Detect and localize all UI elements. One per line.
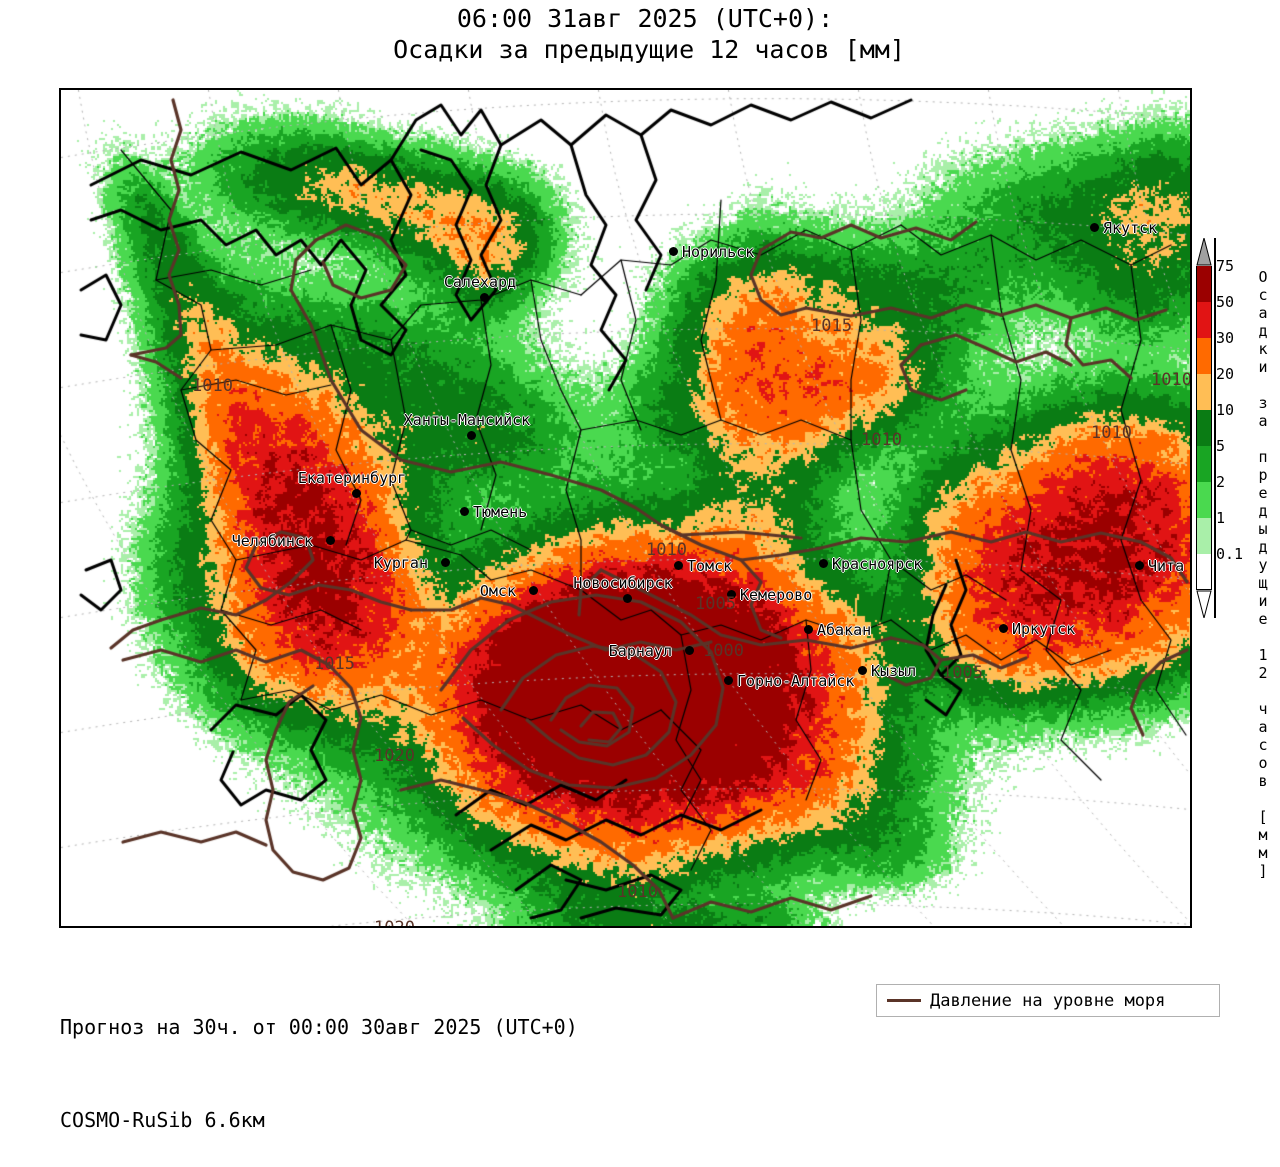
colorbar-tick-50: 50 (1216, 293, 1235, 311)
pressure-line-swatch (887, 999, 921, 1002)
title-line-valid-time: 06:00 31авг 2025 (UTC+0): (456, 4, 834, 33)
colorbar-tick-30: 30 (1216, 329, 1235, 347)
footer-text: Прогноз на 30ч. от 00:00 30авг 2025 (UTC… (60, 950, 578, 1167)
title-line-field-name: Осадки за предыдущие 12 часов [мм] (393, 34, 905, 64)
colorbar-band-10-20 (1197, 410, 1211, 446)
colorbar-over-cap (1196, 238, 1212, 266)
colorbar (1196, 238, 1212, 618)
colorbar-tick-0.1: 0.1 (1216, 545, 1244, 563)
forecast-lead-text: Прогноз на 30ч. от 00:00 30авг 2025 (UTC… (60, 1015, 578, 1039)
colorbar-band-1-2 (1197, 518, 1211, 554)
colorbar-axis-line (1214, 238, 1216, 618)
page-title: 06:00 31авг 2025 (UTC+0): Осадки за пред… (0, 4, 1280, 65)
colorbar-tick-75: 75 (1216, 257, 1235, 275)
pressure-legend: Давление на уровне моря (876, 984, 1220, 1017)
colorbar-band-5-10 (1197, 446, 1211, 482)
colorbar-title: Осадки за предыдущие 12 часов [мм] (1254, 268, 1272, 880)
colorbar-band-0.1-1 (1197, 554, 1211, 590)
colorbar-tick-2: 2 (1216, 473, 1226, 491)
colorbar-band-30-50 (1197, 338, 1211, 374)
colorbar-tick-labels: 75 50 30 20 10 5 2 1 0.1 (1216, 238, 1256, 618)
colorbar-tick-10: 10 (1216, 401, 1235, 419)
precipitation-map[interactable]: Якутск Норильск Салехард Ханты-Мансийск Екат… (59, 88, 1192, 928)
colorbar-band-20-30 (1197, 374, 1211, 410)
colorbar-tick-5: 5 (1216, 437, 1226, 455)
colorbar-band-75+ (1197, 266, 1211, 302)
pressure-legend-label: Давление на уровне моря (930, 990, 1166, 1011)
colorbar-bands (1196, 266, 1212, 590)
colorbar-band-2-5 (1197, 482, 1211, 518)
colorbar-band-50-75 (1197, 302, 1211, 338)
colorbar-under-cap (1196, 590, 1212, 618)
map-raster-layer (61, 90, 1190, 926)
colorbar-tick-20: 20 (1216, 365, 1235, 383)
colorbar-tick-1: 1 (1216, 509, 1226, 527)
model-name-text: COSMO-RuSib 6.6км (60, 1108, 265, 1132)
